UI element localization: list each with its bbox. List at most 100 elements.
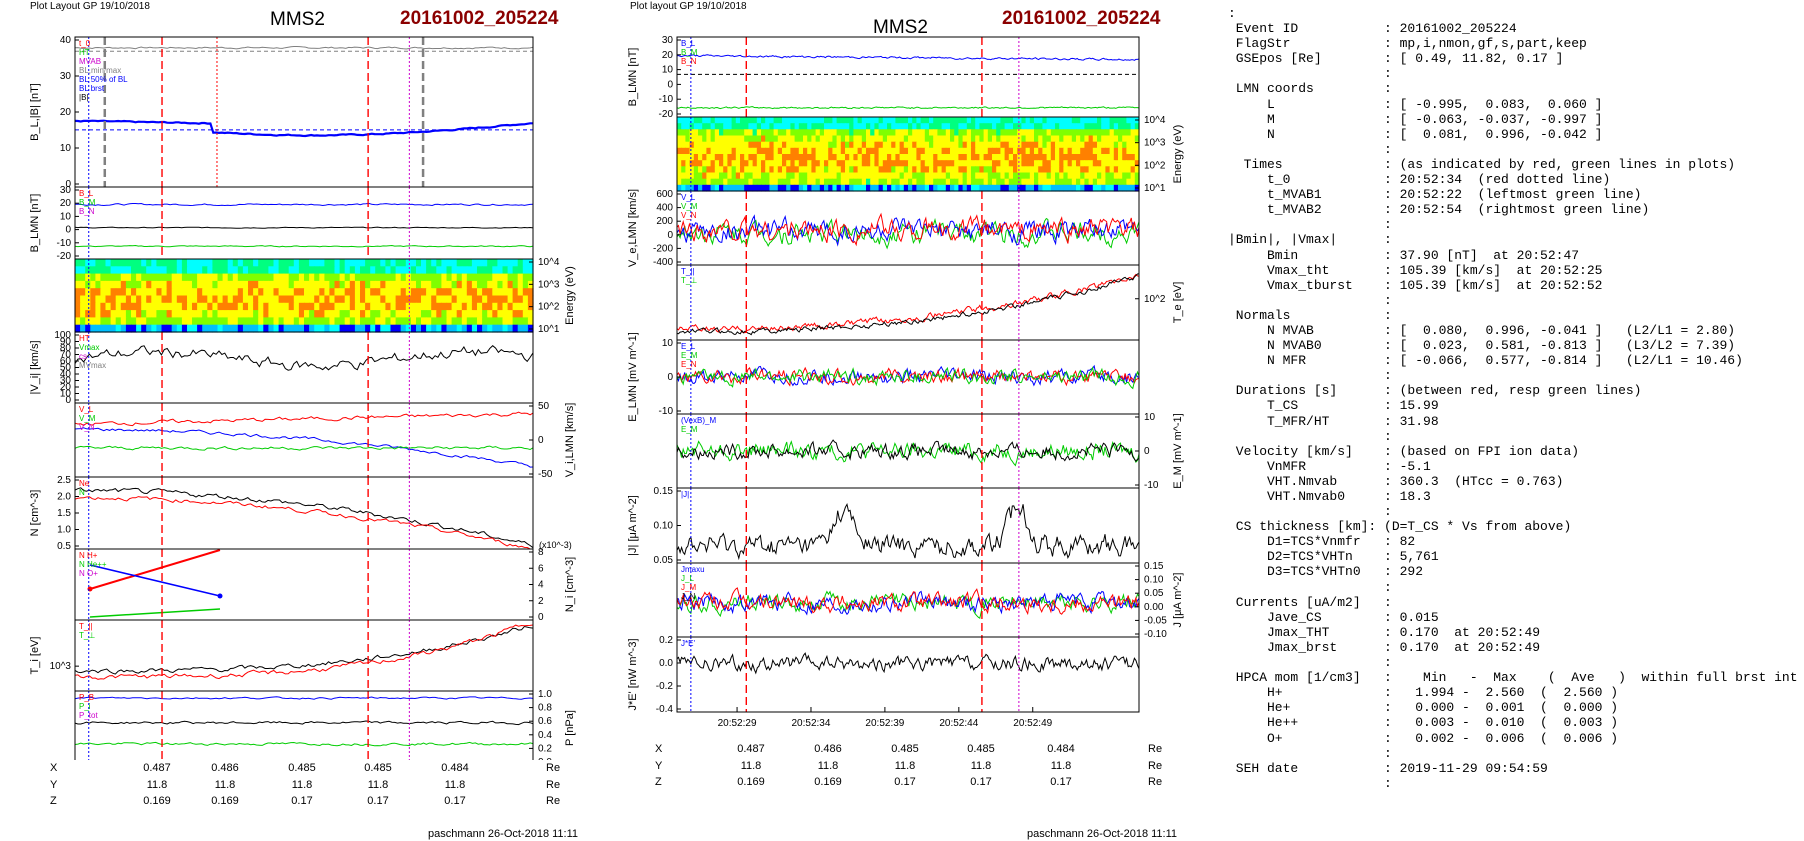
spec-cell [727,160,733,167]
spec-cell [954,147,959,155]
spec-cell [283,302,290,311]
spec-cell [349,317,356,326]
spec-cell [941,117,947,124]
spec-cell [845,117,850,124]
spec-cell [212,324,219,333]
spec-cell [273,273,280,282]
spec-cell [146,295,152,304]
spec-cell [681,123,686,130]
spec-cell [908,123,913,130]
spec-cell [482,288,488,297]
spec-cell [370,266,376,275]
spec-cell [1122,154,1127,161]
spec-cell [1029,178,1035,186]
spec-cell [853,166,859,174]
spec-cell [263,324,269,333]
spec-cell [436,317,442,326]
middle-time-tick: 20:52:29 [718,718,757,729]
spec-cell [426,273,432,282]
spec-cell [677,123,682,130]
spec-cell [975,166,980,174]
spec-cell [283,266,290,275]
spec-cell [395,310,402,318]
spec-cell [125,266,132,275]
spec-cell [966,117,972,124]
spec-cell [731,117,737,124]
spec-cell [278,288,285,297]
info-row: Vmax_tburst : 105.39 [km/s] at 20:52:52 [1228,277,1603,293]
spec-cell [283,324,290,333]
spec-cell [849,160,854,167]
spec-cell [461,273,468,282]
left-coord-value: 0.17 [291,795,313,807]
spec-cell [874,184,880,192]
spec-cell [298,295,305,304]
spec-cell [815,160,821,167]
spec-cell [242,259,249,267]
spec-cell [344,288,351,297]
spec-cell [950,166,955,174]
spec-cell [912,141,917,149]
spec-cell [1134,129,1140,137]
spec-cell [1029,129,1035,137]
spec-cell [882,184,888,192]
spec-cell [723,123,728,130]
spec-cell [870,160,875,167]
spec-cell [803,129,808,137]
spec-cell [920,166,926,174]
spec-cell [1080,160,1085,167]
middle-j_mag-legend-0: |J| [681,490,689,499]
spec-cell [85,273,91,282]
spec-cell [840,117,846,124]
spec-cell [857,172,863,180]
spec-cell [1134,166,1140,174]
spec-cell [370,317,376,326]
spec-cell [807,166,812,174]
spec-cell [714,160,720,167]
spec-cell [929,154,934,161]
middle-jdote-ylabel: J*E' [nW m^-3] [627,638,639,710]
spec-cell [1101,184,1106,192]
spec-cell [75,295,81,304]
spec-cell [761,147,766,155]
spec-cell [212,310,219,318]
spec-cell [349,259,356,267]
spec-cell [756,166,762,174]
spec-cell [237,302,244,311]
spec-cell [887,166,892,174]
spec-cell [176,310,183,318]
spec-cell [702,123,707,130]
spec-cell [819,184,825,192]
spec-cell [765,166,770,174]
spec-cell [527,317,534,326]
spec-cell [380,273,386,282]
middle-em-legend-0: (VexB)_M [681,416,716,425]
spec-cell [1122,166,1127,174]
spec-cell [1113,123,1119,130]
spec-cell [507,295,514,304]
spec-cell [887,123,892,130]
spec-cell [693,129,699,137]
spec-cell [125,317,132,326]
spec-cell [293,288,300,297]
spec-cell [171,280,178,289]
spec-cell [365,324,371,333]
spec-cell [197,310,203,318]
spec-cell [1113,154,1119,161]
spec-cell [522,317,529,326]
spec-cell [161,280,168,289]
spec-cell [702,129,707,137]
spec-cell [242,280,249,289]
spec-cell [899,184,905,192]
spec-cell [677,166,682,174]
spec-cell [136,273,142,282]
middle-em-tick: 10 [1144,412,1156,423]
spec-cell [477,288,483,297]
spec-cell [966,184,972,192]
spec-cell [782,178,787,186]
spec-cell [966,141,972,149]
spec-cell [874,154,880,161]
spec-cell [1017,178,1022,186]
spec-cell [192,324,198,333]
spec-cell [987,154,993,161]
